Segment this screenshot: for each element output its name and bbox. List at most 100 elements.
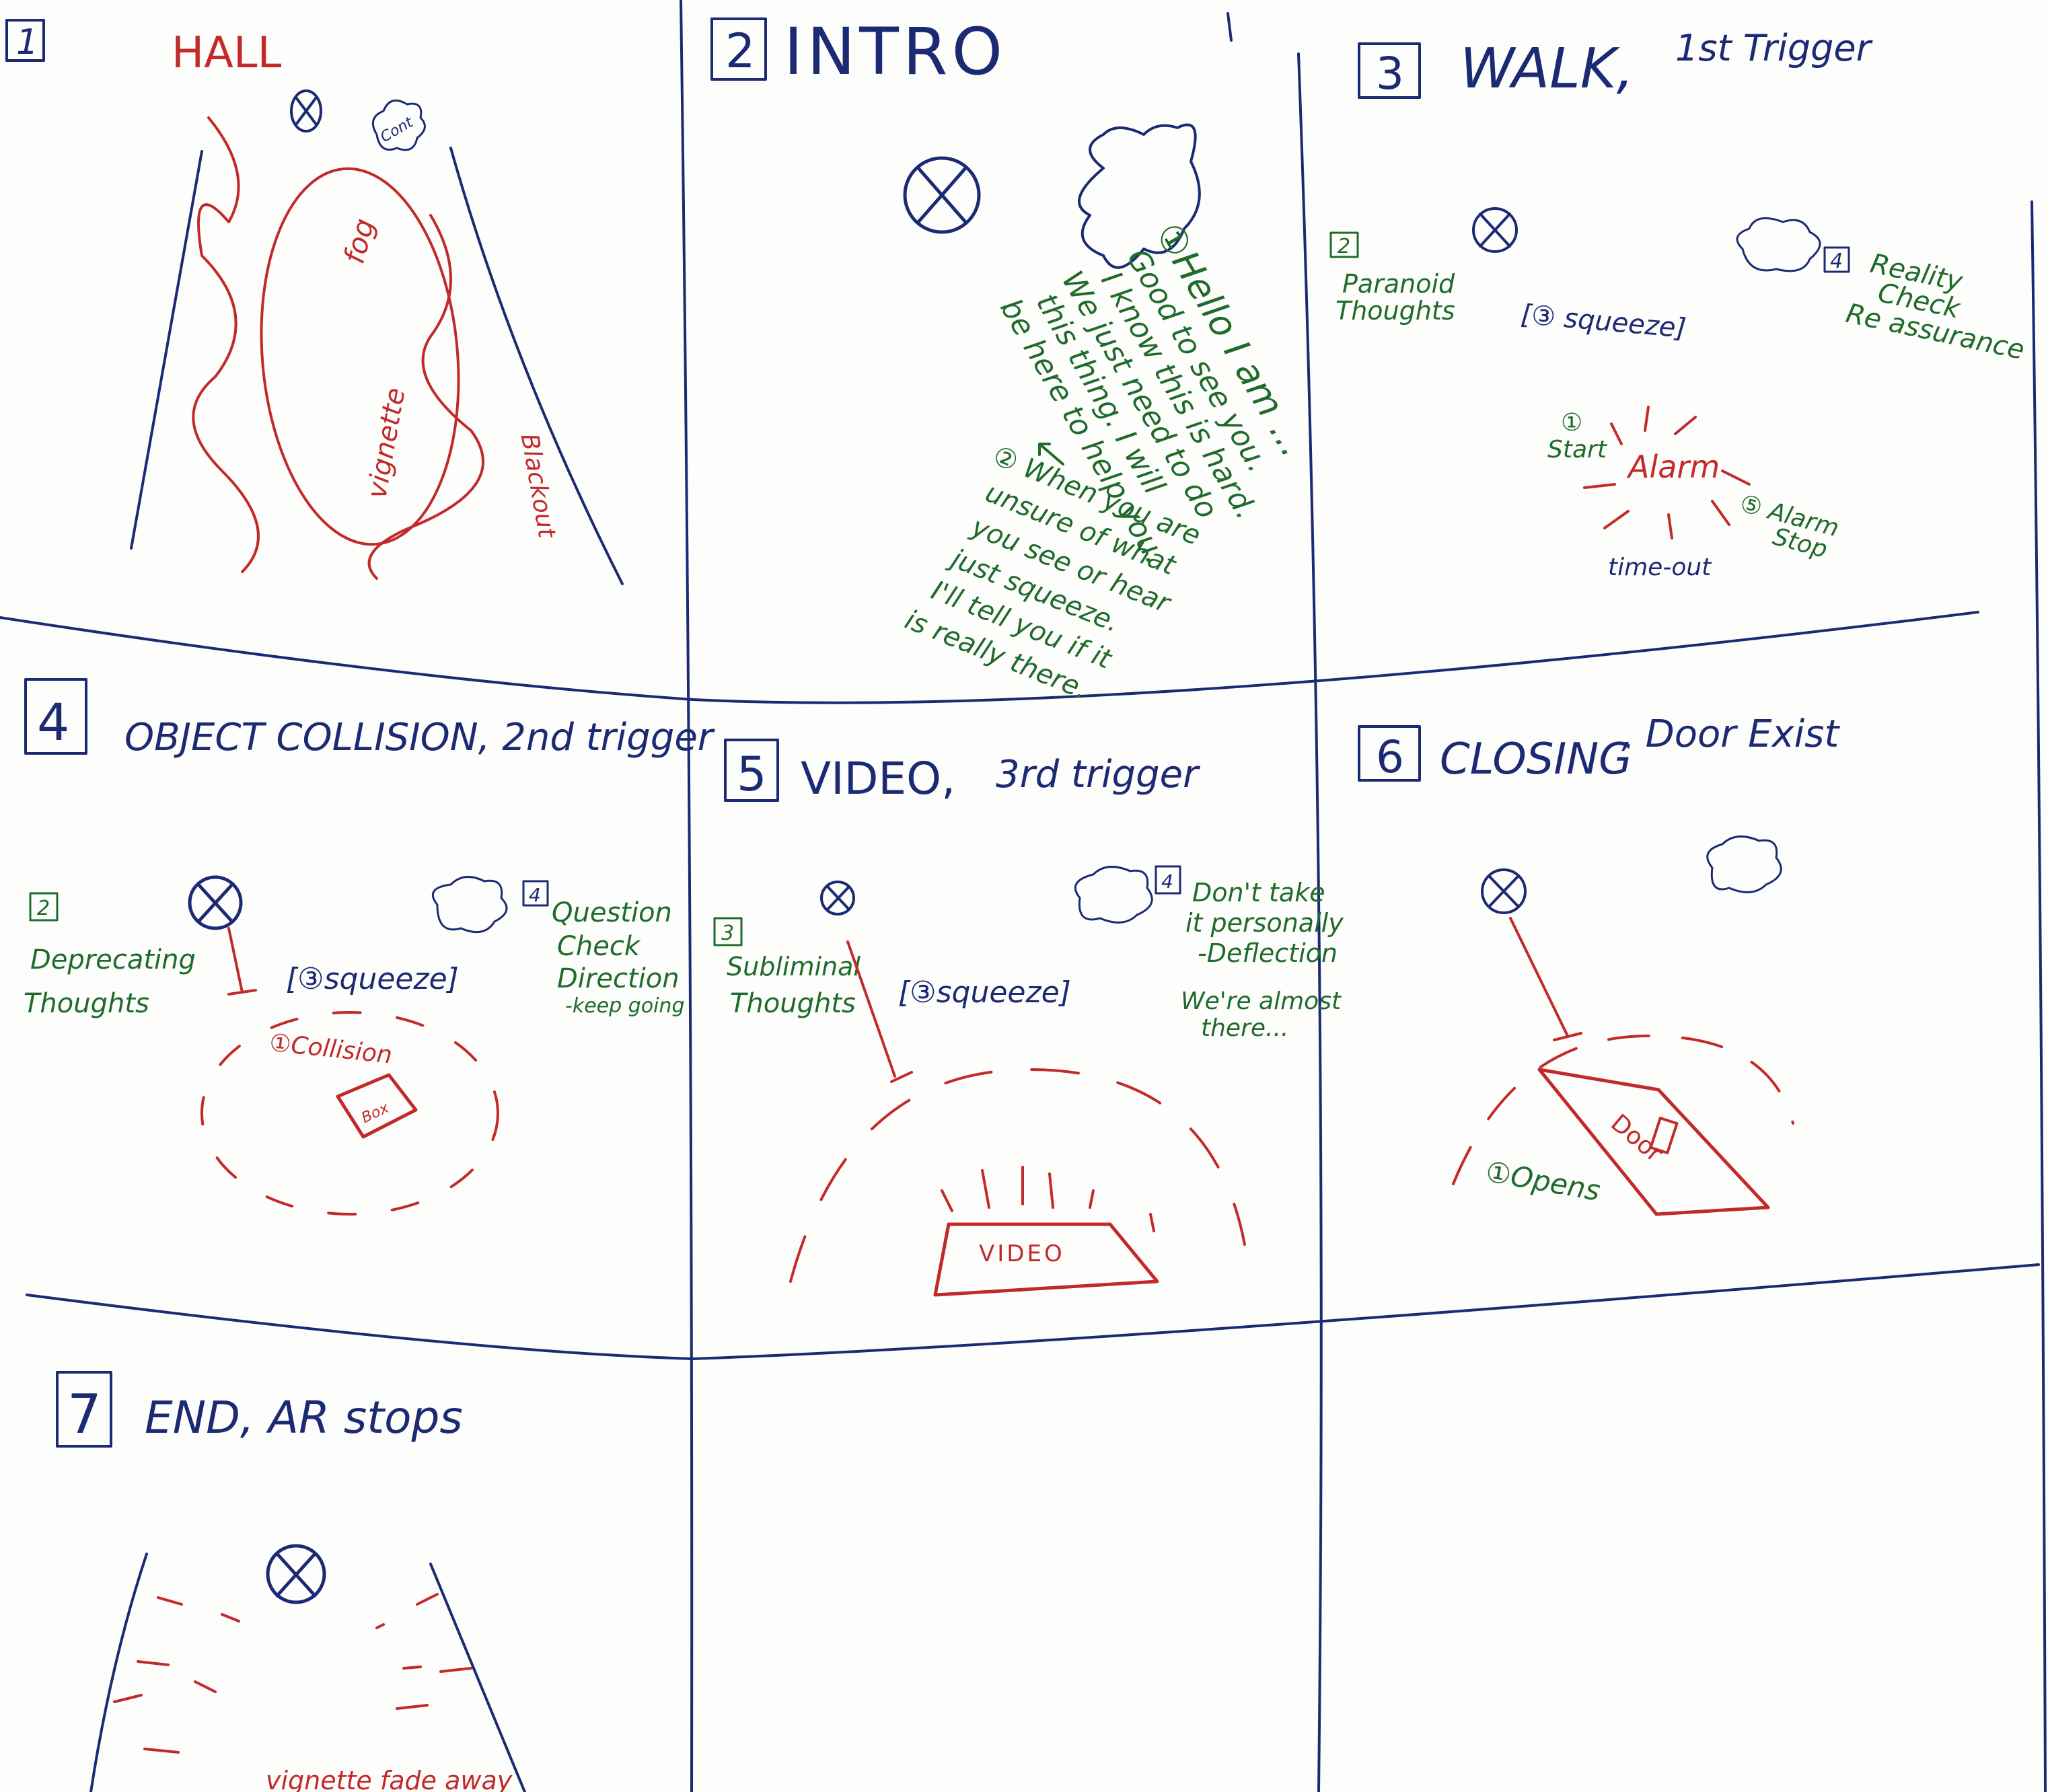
panel-number-box: [56, 1371, 112, 1448]
squeeze-label: [③squeeze]: [286, 962, 459, 996]
panel-object-collision: 4 OBJECT COLLISION, 2nd trigger 2 Deprec…: [24, 678, 715, 1216]
blackout-label: Blackout: [515, 431, 561, 541]
paranoid-label: Thoughts: [1336, 296, 1455, 326]
panel-number: 5: [737, 747, 767, 802]
panel-title: VIDEO,: [801, 753, 955, 805]
stray-mark: [1227, 12, 1233, 42]
panel-title: CLOSING: [1440, 735, 1632, 784]
gaze-line: [846, 940, 913, 1083]
vignette-label: vignette: [361, 385, 411, 501]
panel-hall: 1 HALL Cont fog vignette Blackout: [5, 19, 624, 585]
viewer-icon: [1481, 868, 1527, 914]
alarm-rays: [1583, 406, 1751, 539]
paranoid-label: Paranoid: [1342, 269, 1455, 299]
hall-wall-left: [130, 150, 203, 550]
step-badge-number: 4: [1830, 250, 1843, 273]
intro-dialogue: ①Hello I am ... Good to see you. I know …: [993, 215, 1315, 569]
deprecating-label: Deprecating: [30, 944, 196, 975]
start-label: Start: [1547, 436, 1608, 463]
step-badge-number: 2: [37, 897, 50, 920]
panel-title: OBJECT COLLISION, 2nd trigger: [124, 716, 715, 759]
video-label: VIDEO: [979, 1240, 1065, 1267]
timeout-label: time-out: [1608, 554, 1712, 581]
hall-wall-right: [449, 147, 624, 585]
panel-end: 7 END, AR stops vignette fade away: [56, 1371, 526, 1792]
panel-title: INTRO: [784, 14, 1007, 89]
step-badge: [713, 917, 743, 946]
panel-subtitle: 1st Trigger: [1675, 27, 1873, 69]
arrow-icon: [1038, 443, 1064, 465]
panel-title: WALK,: [1460, 37, 1634, 101]
svg-text:Direction: Direction: [557, 963, 680, 994]
squeeze-label: [③squeeze]: [898, 975, 1071, 1010]
viewer-icon: [820, 881, 855, 916]
step-badge-number: 2: [1338, 235, 1350, 258]
svg-text:Question: Question: [552, 897, 672, 928]
panel-subtitle: 3rd trigger: [996, 753, 1200, 796]
svg-text:Don't take: Don't take: [1192, 878, 1325, 907]
panel-intro: 2 INTRO ①Hello I am ... Good to see you.…: [710, 14, 1315, 706]
panel-number-box: [724, 739, 779, 802]
deflection-label: Don't take it personally -Deflection: [1185, 878, 1344, 968]
opens-label: ①Opens: [1484, 1155, 1603, 1207]
vignette-fade-label: vignette fade away: [266, 1766, 513, 1792]
panel-number: 2: [725, 24, 756, 79]
grid-horizontal-top: [0, 611, 1979, 704]
gaze-line: [227, 927, 257, 996]
subliminal-label: Thoughts: [730, 988, 856, 1019]
panel-title: HALL: [172, 28, 282, 78]
svg-text:it personally: it personally: [1185, 908, 1344, 938]
grid-horizontal-bottom: [26, 1263, 2040, 1360]
collision-zone: [200, 1011, 499, 1216]
svg-text:Check: Check: [557, 931, 641, 962]
hall-wall-right: [429, 1563, 526, 1792]
panel-number: 3: [1376, 48, 1404, 100]
thought-cloud-icon: [1078, 123, 1201, 269]
video-rays: [941, 1166, 1155, 1232]
panel-number: 4: [37, 692, 69, 752]
step-badge: [1823, 246, 1850, 273]
thought-cloud-icon: [1706, 835, 1782, 893]
step-badge: [1329, 231, 1359, 258]
fading-vignette-dashes: [113, 1593, 472, 1754]
panel-title: END, AR stops: [145, 1392, 463, 1444]
svg-text:Cont: Cont: [377, 114, 416, 146]
thought-cloud-icon: [431, 876, 508, 934]
step-badge: [29, 892, 59, 922]
grid-vertical-left: [680, 0, 694, 1792]
subliminal-label: Subliminal: [727, 952, 861, 981]
field-of-view-arc: [789, 1068, 1246, 1283]
step-badge-number: 4: [529, 884, 541, 906]
viewer-icon: [903, 156, 981, 234]
box-label: Box: [359, 1099, 392, 1127]
alarm-stop-label: ⑤ Alarm Stop: [1737, 490, 1842, 564]
grid-vertical-right: [1297, 52, 1323, 1792]
board-edge-right: [2031, 200, 2047, 1792]
step-badge-number: 3: [721, 922, 734, 945]
panel-walk: 3 WALK, 1st Trigger 2 Paranoid Thoughts …: [1329, 27, 2027, 581]
squeeze-label: [③ squeeze]: [1520, 299, 1687, 344]
panel-video: 5 VIDEO, 3rd trigger 3 Subliminal Though…: [713, 739, 1344, 1297]
panel-subtitle: , Door Exist: [1621, 712, 1840, 756]
reality-check-label: Reality Check Re assurance: [1843, 248, 2027, 366]
viewer-icon: [1472, 207, 1518, 253]
question-check-label: Question Check Direction -keep going: [552, 897, 684, 1018]
field-of-view-arc: [1452, 1035, 1794, 1185]
deprecating-label: Thoughts: [24, 988, 149, 1019]
step-badge: [522, 880, 549, 907]
box-object: [336, 1073, 418, 1139]
panel-number: 1: [16, 22, 38, 63]
gaze-line: [1509, 917, 1582, 1041]
viewer-icon: [266, 1544, 326, 1604]
alarm-label: Alarm: [1626, 449, 1720, 485]
thought-cloud-icon: Cont: [371, 99, 426, 151]
svg-text:-Deflection: -Deflection: [1198, 938, 1338, 968]
panel-closing: 6 CLOSING , Door Exist Door ①Opens: [1358, 712, 1840, 1216]
door-handle: [1649, 1117, 1679, 1154]
svg-text:there...: there...: [1201, 1014, 1288, 1042]
fog-area: [260, 167, 460, 546]
door-label: Door: [1605, 1109, 1668, 1168]
panel-number: 6: [1376, 731, 1404, 783]
